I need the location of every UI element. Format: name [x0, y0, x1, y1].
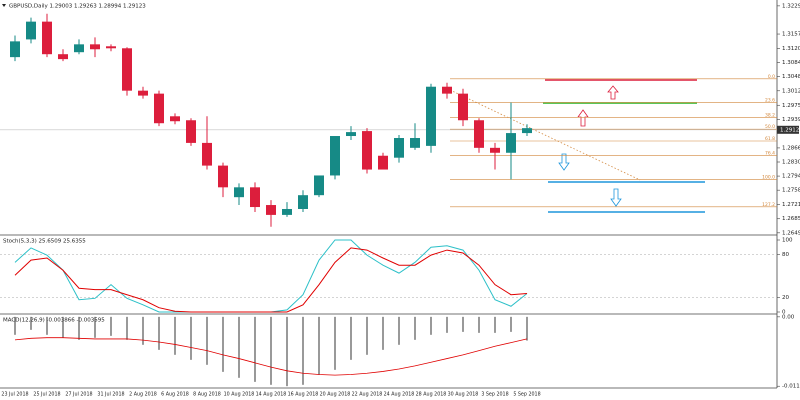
candle-body: [426, 86, 436, 146]
candle-body: [74, 44, 84, 53]
x-tick-label: 16 Aug 2018: [288, 392, 319, 398]
candle-body: [154, 93, 164, 124]
y-tick-label: 80: [782, 252, 789, 258]
candle-body: [506, 133, 516, 153]
x-tick-label: 25 Jul 2018: [33, 392, 60, 398]
x-tick-label: 2 Aug 2018: [129, 392, 157, 398]
candle-body: [282, 208, 292, 215]
y-tick-label: -0.011311: [782, 384, 800, 390]
candle-body: [10, 41, 20, 58]
candle-body: [42, 21, 52, 55]
fib-label: 0.0: [768, 74, 775, 80]
x-tick-label: 6 Aug 2018: [161, 392, 189, 398]
y-tick-label: 1.28300: [782, 160, 800, 166]
y-tick-label: 0: [782, 310, 786, 316]
fib-label: 100.0: [762, 174, 775, 180]
stoch-title: Stoch(5,3,3) 25.6509 25.6355: [3, 239, 86, 245]
candle-body: [394, 138, 404, 158]
y-tick-label: 0.00: [782, 314, 795, 320]
fib-label: 38.2: [765, 112, 775, 118]
signal-line: [14, 337, 528, 376]
y-tick-label: 1.27210: [782, 202, 800, 208]
y-tick-label: 1.31570: [782, 32, 800, 38]
y-tick-label: 1.27580: [782, 188, 800, 194]
candle-body: [522, 128, 532, 134]
y-tick-label: 1.29390: [782, 117, 800, 123]
y-tick-label: 1.30120: [782, 88, 800, 94]
x-tick-label: 30 Aug 2018: [448, 392, 479, 398]
candle-body: [474, 120, 484, 148]
x-tick-label: 23 Jul 2018: [1, 392, 28, 398]
macd-title: MACD(12,26,9) -0.003866 -0.003595: [3, 318, 105, 324]
fib-label: 127.2: [762, 202, 775, 208]
x-tick-label: 3 Sep 2018: [481, 392, 508, 398]
candle-body: [346, 132, 356, 137]
x-tick-label: 27 Jul 2018: [65, 392, 92, 398]
candle-body: [106, 46, 116, 49]
candle-body: [234, 187, 244, 198]
candle-body: [298, 195, 308, 209]
y-tick-label: 1.30480: [782, 74, 800, 80]
x-tick-label: 14 Aug 2018: [256, 392, 287, 398]
price-tag-label: 1.29123: [780, 127, 800, 133]
price-tag: [777, 125, 799, 134]
candle-body: [122, 48, 132, 91]
stoch-line: [14, 247, 528, 313]
candle-body: [442, 86, 452, 94]
trend-line: [449, 89, 641, 181]
chart-title: GBPUSD,Daily 1.29003 1.29263 1.28994 1.2…: [9, 4, 146, 10]
candle-body: [26, 21, 36, 40]
fib-label: 76.4: [765, 151, 775, 157]
candle-body: [58, 54, 68, 60]
candle-body: [458, 93, 468, 121]
y-tick-label: 1.3084: [782, 60, 800, 66]
y-tick-label: 1.31200: [782, 46, 800, 52]
y-tick-label: 1.29750: [782, 103, 800, 109]
candle-body: [378, 155, 388, 170]
x-tick-label: 28 Aug 2018: [416, 392, 447, 398]
panel-marker: [2, 4, 6, 7]
candle-body: [362, 131, 372, 170]
y-tick-label: 20: [782, 295, 789, 301]
candle-body: [410, 138, 420, 148]
candle-body: [90, 44, 100, 50]
fib-label: 61.8: [765, 136, 775, 142]
y-tick-label: 1.27940: [782, 174, 800, 180]
fib-label: 50.0: [765, 124, 775, 130]
x-tick-label: 22 Aug 2018: [352, 392, 383, 398]
x-tick-label: 24 Aug 2018: [384, 392, 415, 398]
y-tick-label: 100: [782, 238, 793, 244]
candle-body: [202, 142, 212, 166]
y-tick-label: 1.28660: [782, 145, 800, 151]
x-tick-label: 10 Aug 2018: [224, 392, 255, 398]
x-tick-label: 20 Aug 2018: [320, 392, 351, 398]
candle-body: [266, 205, 276, 215]
candle-body: [314, 175, 324, 196]
candle-body: [330, 136, 340, 176]
fib-label: 23.6: [765, 98, 775, 104]
candle-body: [138, 90, 148, 96]
x-tick-label: 31 Jul 2018: [97, 392, 124, 398]
x-tick-label: 5 Sep 2018: [513, 392, 540, 398]
up-arrow: [607, 85, 619, 100]
down-arrow: [610, 188, 622, 207]
candle-body: [218, 165, 228, 188]
candle-body: [250, 187, 260, 208]
x-tick-label: 8 Aug 2018: [193, 392, 221, 398]
candle-body: [186, 120, 196, 143]
candle-body: [490, 147, 500, 153]
y-tick-label: 1.26850: [782, 216, 800, 222]
candle-body: [170, 116, 180, 122]
y-tick-label: 1.32290: [782, 3, 800, 9]
